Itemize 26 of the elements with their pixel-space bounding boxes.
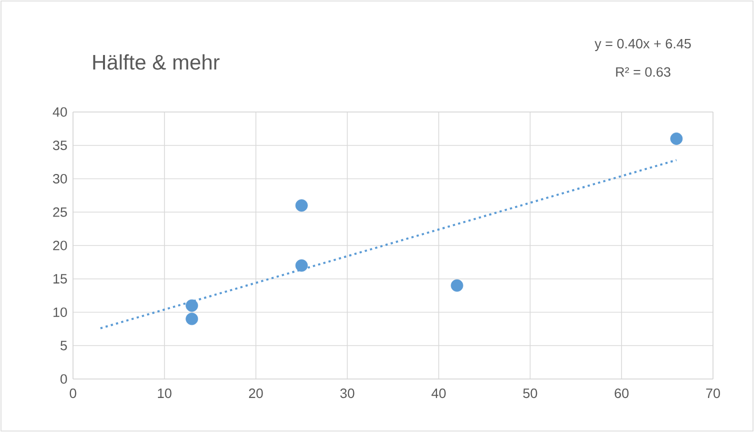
point — [670, 132, 683, 145]
point — [450, 279, 464, 292]
y-tick-label: 15 — [54, 274, 67, 284]
point — [186, 299, 198, 312]
y-tick-label: 25 — [53, 207, 67, 217]
y-tick-label: 40 — [52, 107, 67, 117]
y-tick-label: 5 — [60, 340, 67, 350]
y-tick-label: 0 — [60, 374, 67, 384]
text: R² = 0.63 — [616, 67, 670, 77]
x-tick-label: 10 — [158, 388, 172, 398]
y-tick-label: 20 — [53, 240, 67, 250]
x-tick-label: 50 — [523, 388, 538, 398]
point — [186, 312, 198, 326]
chart-title: Hälfte & mehr — [93, 54, 220, 70]
x-tick-label: 30 — [340, 388, 354, 398]
x-tick-label: 70 — [706, 388, 720, 398]
x-tick-label: 20 — [249, 388, 263, 398]
x-tick-label: 40 — [432, 388, 446, 398]
y-tick-label: 35 — [52, 140, 67, 150]
y-tick-label: 10 — [54, 307, 67, 318]
y-tick-label: 30 — [52, 174, 67, 184]
point — [295, 199, 308, 212]
x-tick-label: 0 — [70, 388, 76, 398]
x-tick-label: 60 — [614, 388, 629, 398]
point — [295, 259, 308, 272]
text: y = 0.40x + 6.45 — [594, 38, 691, 52]
